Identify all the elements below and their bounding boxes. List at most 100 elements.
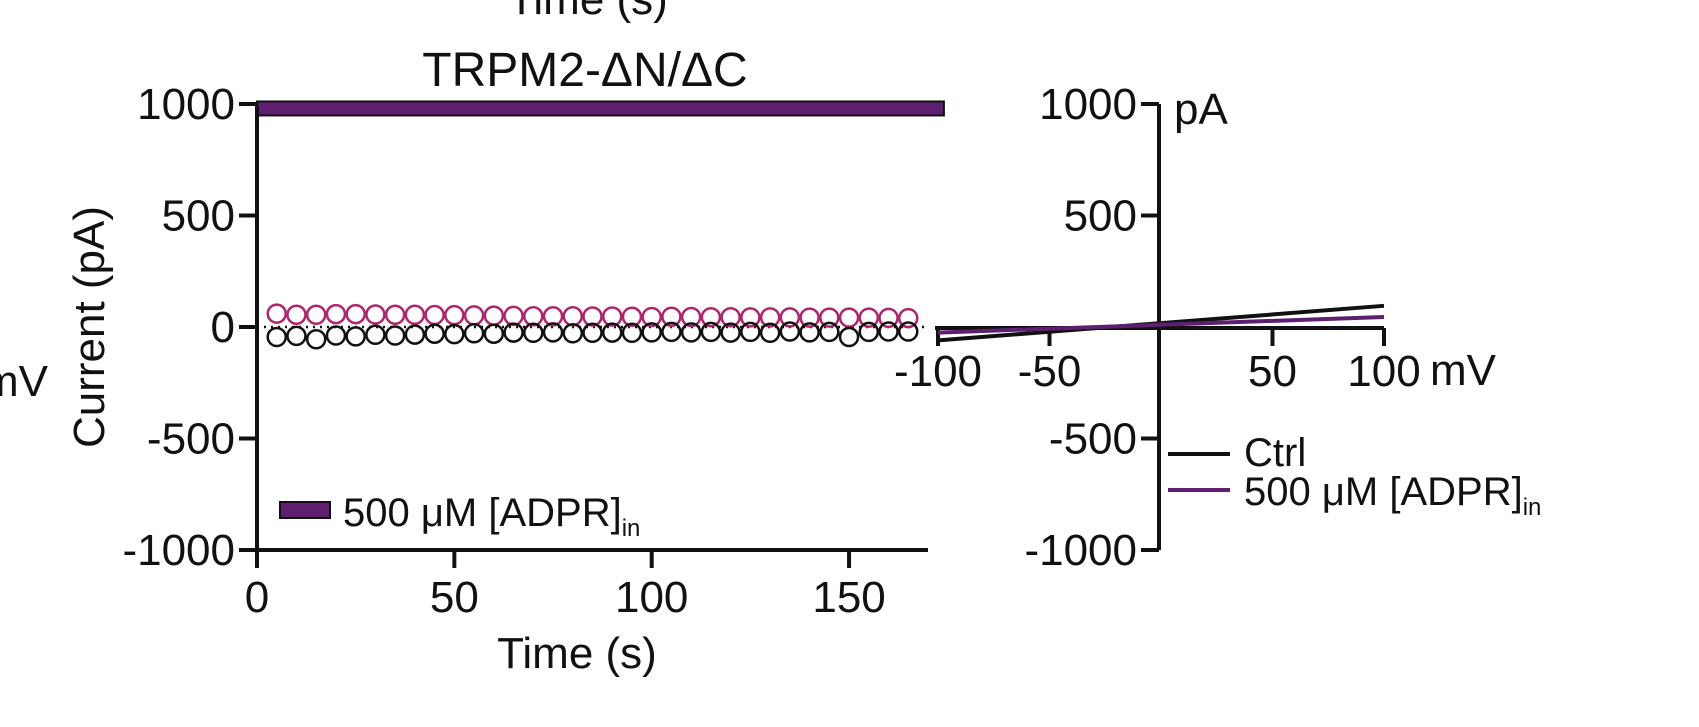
iv-y-tick-label: -500	[1049, 415, 1137, 464]
baseline-current-point	[483, 323, 505, 344]
iv-x-ticks: -100 -50 50 100	[894, 328, 1421, 396]
baseline-current-point	[680, 322, 702, 343]
adpr-current-point	[819, 307, 840, 328]
x-axis-title: Time (s)	[497, 629, 657, 678]
iv-legend: Ctrl 500 μM [ADPR]in	[1168, 431, 1541, 521]
adpr-current-point	[266, 303, 287, 324]
adpr-current-point	[759, 307, 781, 328]
adpr-current-point	[562, 306, 584, 327]
clipped-left-label: mV	[0, 357, 49, 406]
iv-x-tick-label: -100	[894, 347, 982, 396]
scatter-points	[266, 303, 919, 350]
iv-y-tick-label: -1000	[1024, 526, 1137, 575]
y-tick-label: -500	[147, 415, 235, 464]
adpr-current-point	[503, 305, 524, 327]
baseline-current-point	[542, 322, 564, 343]
adpr-current-point	[542, 306, 564, 327]
baseline-current-point	[898, 321, 919, 342]
y-tick-label: -1000	[122, 526, 235, 575]
iv-y-ticks: 1000 500 -500 -1000	[1024, 80, 1159, 575]
adpr-current-point	[523, 306, 544, 327]
adpr-current-point	[444, 304, 465, 326]
legend: 500 μM [ADPR]in	[279, 491, 641, 542]
iv-legend-label-adpr-sub: in	[1523, 494, 1542, 521]
y-axis-title: Current (pA)	[65, 206, 114, 448]
x-tick-label: 150	[812, 573, 885, 622]
baseline-current-point	[266, 326, 287, 348]
adpr-current-point	[582, 306, 603, 327]
baseline-current-point	[286, 325, 307, 347]
baseline-current-point	[799, 322, 820, 343]
iv-legend-label-ctrl: Ctrl	[1244, 431, 1306, 475]
iv-line-adpr	[937, 314, 1385, 335]
x-tick-label: 50	[430, 573, 479, 622]
baseline-current-point	[404, 324, 426, 345]
chart-title: TRPM2-ΔN/ΔC	[422, 44, 747, 97]
baseline-current-point	[878, 321, 899, 342]
adpr-current-point	[621, 306, 643, 327]
baseline-current-point	[661, 321, 682, 343]
baseline-current-point	[740, 321, 761, 343]
adpr-current-point	[365, 304, 386, 325]
iv-legend-label-adpr-main: 500 μM [ADPR]	[1244, 470, 1523, 514]
iv-x-tick-label: 50	[1248, 347, 1297, 396]
iv-x-unit: mV	[1430, 346, 1497, 395]
baseline-current-point	[345, 326, 366, 347]
baseline-current-point	[582, 322, 603, 344]
iv-y-tick-label: 500	[1064, 192, 1137, 241]
baseline-current-point	[325, 325, 347, 346]
adpr-current-point	[680, 306, 702, 328]
iv-panel: 1000 500 -500 -1000 -100 -50 50 100 pA mV Ctrl…	[894, 80, 1541, 575]
clipped-top-label: Time (s)	[508, 0, 668, 24]
adpr-current-point	[700, 306, 722, 328]
baseline-current-point	[365, 324, 386, 346]
adpr-current-point	[878, 307, 899, 329]
adpr-current-point	[720, 306, 741, 328]
baseline-current-point	[305, 329, 327, 350]
baseline-current-point	[819, 321, 840, 343]
adpr-current-point	[424, 304, 445, 326]
adpr-current-point	[858, 307, 880, 328]
baseline-current-point	[858, 321, 880, 343]
baseline-current-point	[463, 322, 485, 344]
y-tick-label: 0	[211, 303, 235, 352]
iv-x-tick-label: -50	[1018, 347, 1082, 396]
adpr-current-point	[641, 306, 662, 328]
adpr-current-point	[404, 304, 426, 325]
iv-y-unit: pA	[1174, 85, 1228, 134]
adpr-current-point	[325, 303, 347, 325]
iv-x-tick-label: 100	[1347, 347, 1420, 396]
x-ticks: 0 50 100 150	[245, 550, 886, 622]
baseline-current-point	[700, 321, 722, 343]
baseline-current-point	[720, 322, 741, 343]
y-ticks: 1000 500 0 -500 -1000	[122, 80, 257, 575]
adpr-current-point	[384, 304, 406, 325]
adpr-current-point	[463, 305, 485, 326]
legend-swatch	[279, 501, 331, 519]
baseline-current-point	[779, 321, 801, 342]
baseline-current-point	[444, 323, 465, 345]
treatment-bar	[256, 100, 945, 117]
adpr-current-point	[601, 306, 623, 327]
adpr-current-point	[483, 305, 505, 326]
baseline-current-point	[562, 322, 584, 344]
iv-y-tick-label: 1000	[1039, 80, 1137, 129]
baseline-current-point	[621, 322, 643, 344]
baseline-current-point	[838, 326, 860, 348]
x-tick-label: 0	[245, 573, 269, 622]
baseline-current-point	[641, 322, 662, 343]
baseline-current-point	[503, 322, 524, 343]
adpr-current-point	[898, 307, 919, 329]
adpr-current-point	[345, 303, 366, 325]
x-tick-label: 100	[615, 573, 688, 622]
legend-label-sub: in	[622, 515, 641, 542]
adpr-current-point	[740, 307, 761, 328]
adpr-current-point	[286, 304, 307, 325]
adpr-current-point	[838, 307, 860, 328]
baseline-current-point	[384, 325, 406, 346]
y-tick-label: 500	[162, 192, 235, 241]
adpr-current-point	[799, 307, 820, 328]
baseline-current-point	[601, 322, 623, 343]
